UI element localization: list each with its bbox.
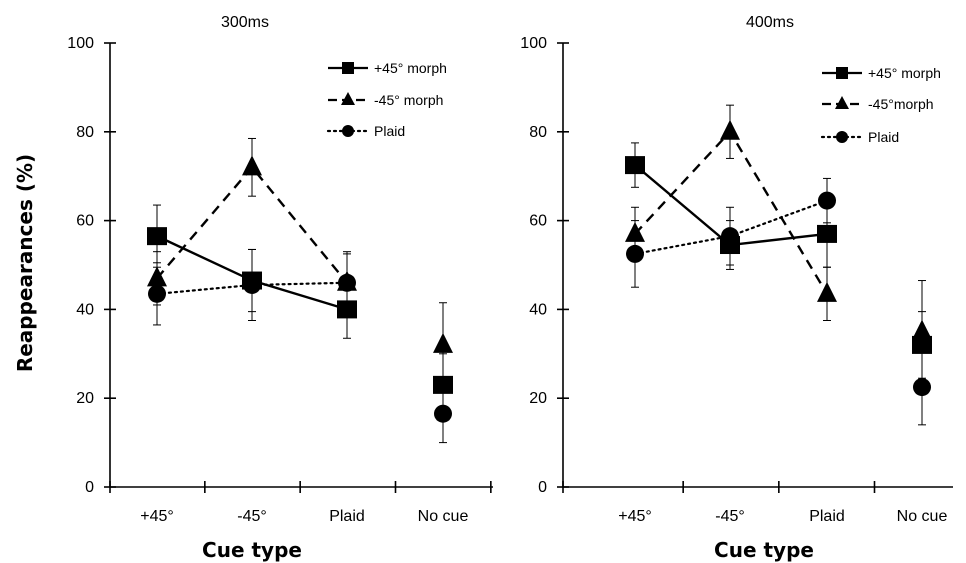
chart-panel-1: 0 20 40 60 80 100 +45° -45° Plaid No cue +45° morp… bbox=[520, 35, 953, 525]
legend: +45° morph -45° morph Plaid bbox=[326, 60, 447, 139]
data-point bbox=[625, 156, 645, 175]
y-tick-label: 80 bbox=[529, 124, 547, 141]
legend-label: -45°morph bbox=[868, 96, 934, 112]
series-square bbox=[625, 142, 932, 379]
legend-label: +45° morph bbox=[868, 65, 941, 81]
series-circle bbox=[626, 177, 931, 426]
x-tick-label: +45° bbox=[618, 508, 652, 525]
data-point bbox=[243, 275, 261, 294]
data-point bbox=[912, 319, 932, 340]
data-point bbox=[434, 404, 452, 423]
data-point bbox=[720, 119, 740, 140]
data-point bbox=[626, 244, 644, 263]
legend-marker bbox=[342, 62, 354, 74]
x-tick-label: -45° bbox=[715, 508, 745, 525]
legend-marker bbox=[341, 92, 355, 105]
legend-marker bbox=[835, 96, 849, 109]
legend-label: Plaid bbox=[374, 123, 405, 139]
data-point bbox=[433, 332, 453, 353]
data-point bbox=[817, 224, 837, 243]
data-point bbox=[338, 273, 356, 292]
x-tick-label: No cue bbox=[897, 508, 948, 525]
data-point bbox=[817, 281, 837, 302]
x-tick-label: -45° bbox=[237, 508, 267, 525]
x-axis-label-300ms: Cue type bbox=[202, 538, 302, 562]
series-triangle bbox=[625, 104, 932, 384]
legend-marker bbox=[836, 67, 848, 79]
legend-marker bbox=[342, 125, 354, 137]
chart-panel-0: 0 20 40 60 80 100 +45° -45° Plaid No cue +45° morp… bbox=[67, 35, 493, 525]
series-triangle bbox=[147, 137, 453, 388]
data-point bbox=[721, 227, 739, 246]
data-point bbox=[147, 227, 167, 246]
legend-label: +45° morph bbox=[374, 60, 447, 76]
data-point bbox=[818, 191, 836, 210]
data-point bbox=[242, 155, 262, 176]
panel-title-400ms: 400ms bbox=[745, 14, 795, 31]
legend: +45° morph -45°morph Plaid bbox=[820, 65, 941, 145]
legend-marker bbox=[836, 131, 848, 143]
y-tick-label: 80 bbox=[76, 124, 94, 141]
x-tick-label: Plaid bbox=[809, 508, 845, 525]
y-tick-label: 20 bbox=[529, 390, 547, 407]
data-point bbox=[913, 378, 931, 397]
y-tick-label: 100 bbox=[67, 35, 94, 52]
y-tick-label: 60 bbox=[76, 213, 94, 230]
legend-label: -45° morph bbox=[374, 92, 443, 108]
y-tick-label: 0 bbox=[85, 479, 94, 496]
y-tick-label: 20 bbox=[76, 390, 94, 407]
y-tick-label: 40 bbox=[76, 301, 94, 318]
legend-label: Plaid bbox=[868, 129, 899, 145]
x-tick-label: No cue bbox=[418, 508, 469, 525]
series-circle bbox=[148, 248, 452, 444]
x-axis-label-400ms: Cue type bbox=[714, 538, 814, 562]
x-tick-label: +45° bbox=[140, 508, 174, 525]
data-point bbox=[148, 284, 166, 303]
y-tick-label: 0 bbox=[538, 479, 547, 496]
x-tick-label: Plaid bbox=[329, 508, 365, 525]
y-tick-label: 60 bbox=[529, 213, 547, 230]
y-tick-label: 40 bbox=[529, 301, 547, 318]
panel-title-300ms: 300ms bbox=[220, 14, 270, 31]
series-line bbox=[156, 165, 348, 284]
y-tick-label: 100 bbox=[520, 35, 547, 52]
